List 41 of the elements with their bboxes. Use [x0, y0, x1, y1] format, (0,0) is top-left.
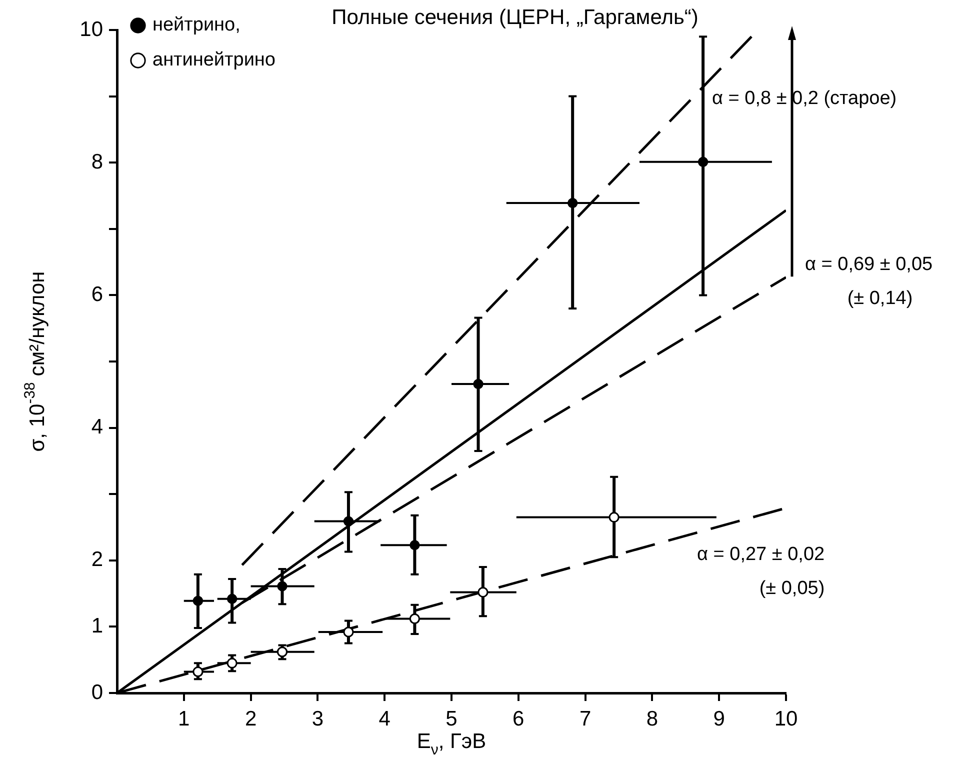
y-tick-label: 0: [91, 680, 103, 704]
annotation: (± 0,05): [759, 578, 825, 599]
y-tick-label: 6: [91, 282, 103, 306]
point: [192, 666, 204, 678]
x-tick-label: 9: [713, 707, 725, 730]
annotation: α = 0,27 ± 0,02: [697, 544, 825, 565]
point: [608, 512, 620, 523]
x-tick-label: 7: [579, 707, 592, 730]
text: α = 0,69 ± 0,05: [805, 254, 933, 275]
y-tick-label: 8: [91, 150, 103, 174]
y-tick-label: 1: [91, 614, 103, 638]
point: [192, 596, 203, 606]
point: [343, 626, 354, 638]
legend-label: нейтрино,: [152, 14, 240, 36]
x-tick-label: 6: [512, 707, 524, 730]
point: [473, 379, 484, 390]
x-tick-label: 10: [774, 707, 798, 730]
annotation: α = 0,8 ± 0,2 (старое): [712, 88, 897, 109]
x-tick-label: 5: [446, 707, 458, 730]
point: [568, 198, 578, 208]
y-tick-label: 10: [80, 18, 103, 41]
x-tick-label: 8: [646, 707, 658, 730]
chart-title: Полные сечения (ЦЕРН, „Гаргамель“): [332, 6, 698, 29]
x-tick-label: 1: [178, 707, 190, 730]
point: [478, 586, 488, 598]
point: [698, 156, 708, 167]
point: [226, 658, 238, 668]
legend-label: антинейтрино: [152, 50, 276, 71]
y-tick-label: 2: [91, 548, 103, 572]
text: (± 0,14): [847, 288, 913, 309]
point: [227, 594, 238, 604]
y-tick-label: 4: [91, 416, 104, 439]
y-axis-title: σ, 10-38 см²/нуклон: [22, 271, 49, 452]
x-tick-label: 4: [378, 707, 391, 730]
point: [276, 646, 288, 658]
point: [410, 540, 420, 550]
point: [277, 581, 288, 592]
point: [343, 516, 354, 526]
x-tick-label: 3: [312, 707, 324, 730]
point: [409, 613, 420, 624]
x-tick-label: 2: [244, 707, 257, 730]
